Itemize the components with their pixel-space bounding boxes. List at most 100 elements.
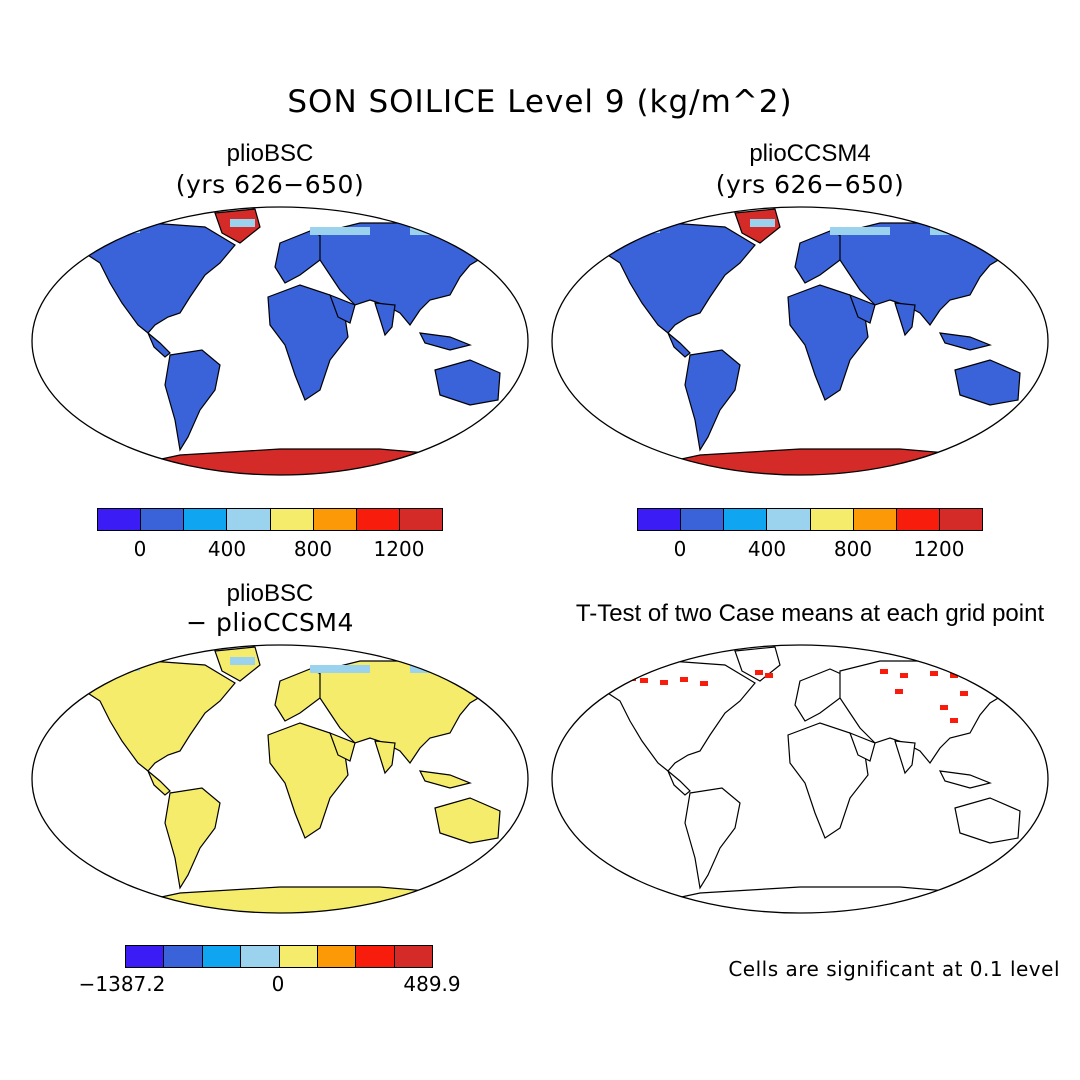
colorbar-swatch-2 <box>202 946 242 967</box>
panel-tl-subtitle: (yrs 626−650) <box>175 170 365 199</box>
significant-cell-6 <box>755 670 763 675</box>
significant-cell-5 <box>700 681 708 686</box>
arctic-band-3 <box>750 219 775 227</box>
arctic-band-1 <box>310 665 370 673</box>
significant-cell-13 <box>990 673 998 678</box>
significant-cell-15 <box>940 705 948 710</box>
significant-cell-7 <box>765 673 773 678</box>
colorbar-swatch-5 <box>313 509 357 530</box>
continent-indonesia <box>418 770 472 789</box>
colorbar-bl-min: −1387.2 <box>78 972 166 996</box>
arctic-band-3 <box>230 219 255 227</box>
continent-arabia <box>848 293 876 324</box>
continent-central-america <box>147 770 171 796</box>
colorbar-swatch-0 <box>98 509 142 530</box>
arctic-band-0 <box>100 663 140 671</box>
arctic-band-1 <box>310 227 370 235</box>
colorbar-swatch-3 <box>241 946 280 967</box>
colorbar-swatch-0 <box>638 509 682 530</box>
colorbar-swatch-5 <box>853 509 897 530</box>
continent-south-america <box>164 349 221 452</box>
colorbar-swatch-4 <box>270 509 314 530</box>
significant-cell-8 <box>880 669 888 674</box>
continent-antarctica <box>627 886 1012 913</box>
significant-cell-4 <box>680 677 688 682</box>
figure-title: SON SOILICE Level 9 (kg/m^2) <box>287 84 793 120</box>
colorbar-swatch-0 <box>126 946 165 967</box>
panel-br-title: T-Test of two Case means at each grid po… <box>575 600 1045 627</box>
continent-australia <box>434 359 501 406</box>
panel-bl-title: plioBSC <box>226 580 314 607</box>
significant-cell-17 <box>895 689 903 694</box>
colorbar-tr-tick-400: 400 <box>747 537 787 561</box>
continent-arabia <box>328 293 356 324</box>
continent-south-america <box>684 787 741 890</box>
arctic-band-0 <box>100 225 140 233</box>
continent-north-america <box>599 660 756 772</box>
significant-cell-16 <box>950 718 958 723</box>
continent-australia <box>434 797 501 844</box>
continent-indonesia <box>938 770 992 789</box>
continent-north-america <box>79 222 236 334</box>
colorbar-swatch-1 <box>681 509 725 530</box>
continent-indonesia <box>938 332 992 351</box>
continent-india <box>374 302 396 337</box>
colorbar-swatch-4 <box>279 946 318 967</box>
panel-bl-subtitle: − plioCCSM4 <box>186 608 354 637</box>
colorbar-bl-zero: 0 <box>271 972 285 996</box>
map-frame <box>551 644 1049 914</box>
continent-africa <box>787 284 869 401</box>
map-frame <box>551 206 1049 476</box>
significant-cell-14 <box>1005 675 1013 680</box>
continent-india <box>894 302 916 337</box>
colorbar-swatch-5 <box>317 946 357 967</box>
colorbar-tr-tick-1200: 1200 <box>913 537 965 561</box>
significant-cell-0 <box>620 673 628 678</box>
continent-indonesia <box>418 332 472 351</box>
colorbar-swatch-4 <box>810 509 854 530</box>
continent-africa <box>267 722 349 839</box>
colorbar-tl-tick-800: 800 <box>293 537 333 561</box>
colorbar-swatch-6 <box>896 509 940 530</box>
continent-central-america <box>667 332 691 358</box>
map-frame <box>31 644 529 914</box>
significant-cell-3 <box>660 680 668 685</box>
colorbar-swatch-1 <box>141 509 185 530</box>
continent-india <box>374 740 396 775</box>
colorbar-swatch-1 <box>164 946 203 967</box>
continent-australia <box>954 359 1021 406</box>
colorbar-swatch-6 <box>356 509 400 530</box>
continent-south-america <box>164 787 221 890</box>
significant-cell-10 <box>930 671 938 676</box>
significant-cell-9 <box>900 673 908 678</box>
colorbar-tl-tick-0: 0 <box>133 537 147 561</box>
arctic-band-0 <box>620 225 660 233</box>
colorbar-swatch-7 <box>394 946 432 967</box>
colorbar-bl-max: 489.9 <box>403 972 461 996</box>
panel-tl-title: plioBSC <box>226 140 314 167</box>
colorbar-swatch-2 <box>724 509 768 530</box>
colorbar-tr <box>637 508 983 531</box>
continent-africa <box>787 722 869 839</box>
colorbar-swatch-7 <box>939 509 982 530</box>
continent-arabia <box>848 731 876 762</box>
significant-cell-2 <box>640 678 648 683</box>
continent-antarctica <box>627 448 1012 475</box>
map-tr <box>551 206 1049 476</box>
continent-antarctica <box>107 448 492 475</box>
continent-europe <box>794 668 851 722</box>
continent-central-america <box>147 332 171 358</box>
significance-note: Cells are significant at 0.1 level <box>728 957 1060 981</box>
continent-africa <box>267 284 349 401</box>
arctic-band-1 <box>830 227 890 235</box>
colorbar-swatch-2 <box>184 509 228 530</box>
colorbar-tl <box>97 508 443 531</box>
significant-cell-18 <box>960 691 968 696</box>
panel-tr-subtitle: (yrs 626−650) <box>715 170 905 199</box>
arctic-band-3 <box>230 657 255 665</box>
continent-south-america <box>684 349 741 452</box>
colorbar-tl-tick-400: 400 <box>207 537 247 561</box>
continent-india <box>894 740 916 775</box>
continent-north-america <box>79 660 236 772</box>
map-frame <box>31 206 529 476</box>
